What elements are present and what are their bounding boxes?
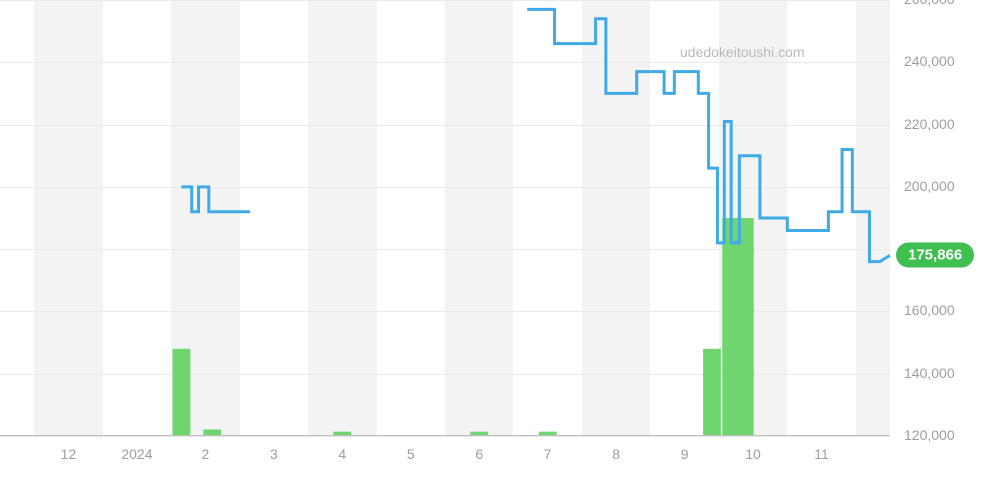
x-tick-label: 10 [745,446,761,462]
price-line [0,0,890,436]
x-tick-label: 12 [61,446,77,462]
y-tick-label: 160,000 [904,302,955,318]
x-tick-label: 9 [681,446,689,462]
x-tick-label: 8 [612,446,620,462]
x-tick-label: 11 [814,446,829,462]
x-tick-label: 2024 [121,446,152,462]
x-tick-label: 5 [407,446,415,462]
x-tick-label: 4 [338,446,346,462]
y-tick-label: 240,000 [904,53,955,69]
x-axis-baseline [0,435,890,436]
watermark: udedokeitoushi.com [680,44,805,60]
y-tick-label: 120,000 [904,427,955,443]
price-chart: udedokeitoushi.com 120,000 140,000 160,000… [0,0,1000,500]
y-tick-label: 200,000 [904,178,955,194]
x-tick-label: 6 [475,446,483,462]
x-tick-label: 7 [544,446,552,462]
x-tick-label: 2 [201,446,209,462]
gridline [0,436,890,437]
price-line-segment [181,187,249,212]
plot-area: udedokeitoushi.com [0,0,890,436]
y-tick-label: 220,000 [904,116,955,132]
current-price-badge: 175,866 [896,243,974,268]
x-tick-label: 3 [270,446,278,462]
y-tick-label: 140,000 [904,365,955,381]
y-tick-label: 260,000 [904,0,955,7]
